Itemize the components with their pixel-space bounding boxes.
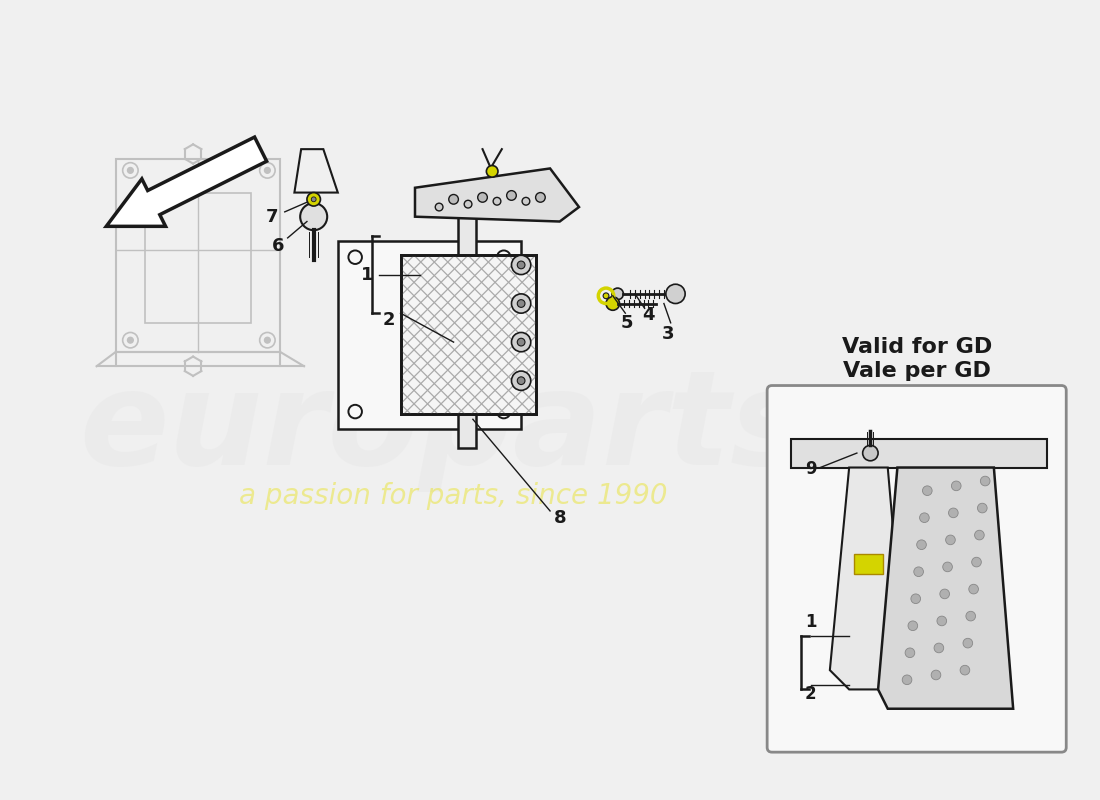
Circle shape (512, 333, 531, 352)
Circle shape (493, 198, 500, 205)
Circle shape (477, 193, 487, 202)
FancyArrow shape (107, 137, 266, 226)
Text: 7: 7 (266, 208, 278, 226)
Circle shape (939, 589, 949, 598)
Circle shape (971, 558, 981, 567)
Circle shape (966, 611, 976, 621)
Text: Valid for GD: Valid for GD (842, 337, 992, 357)
Circle shape (486, 166, 498, 177)
Circle shape (307, 193, 320, 206)
Text: 1: 1 (361, 266, 373, 283)
Circle shape (908, 621, 917, 630)
Polygon shape (829, 467, 907, 690)
Circle shape (666, 284, 685, 303)
Circle shape (902, 675, 912, 685)
Circle shape (128, 338, 133, 343)
Text: 2: 2 (383, 311, 395, 329)
Circle shape (517, 377, 525, 385)
Text: Vale per GD: Vale per GD (843, 361, 991, 381)
Circle shape (923, 486, 932, 495)
Circle shape (937, 616, 947, 626)
Circle shape (932, 670, 940, 680)
Text: 4: 4 (642, 306, 654, 324)
Circle shape (916, 540, 926, 550)
Circle shape (264, 338, 271, 343)
Circle shape (980, 476, 990, 486)
Circle shape (517, 300, 525, 307)
Polygon shape (415, 169, 579, 222)
Circle shape (948, 508, 958, 518)
Circle shape (952, 481, 961, 490)
Circle shape (606, 297, 619, 310)
Polygon shape (338, 241, 521, 429)
Circle shape (612, 288, 624, 300)
Circle shape (975, 530, 984, 540)
Text: 1: 1 (805, 613, 816, 630)
Polygon shape (791, 438, 1047, 467)
Circle shape (517, 338, 525, 346)
Circle shape (128, 167, 133, 174)
Circle shape (934, 643, 944, 653)
Polygon shape (878, 467, 1013, 709)
Circle shape (517, 261, 525, 269)
Circle shape (311, 197, 316, 202)
Circle shape (969, 584, 978, 594)
Circle shape (914, 567, 923, 577)
Circle shape (603, 293, 609, 298)
Text: 5: 5 (621, 314, 634, 332)
Circle shape (536, 193, 546, 202)
Circle shape (943, 562, 953, 572)
Circle shape (264, 167, 271, 174)
Bar (459, 207, 476, 448)
Text: 3: 3 (661, 326, 674, 343)
Circle shape (522, 198, 530, 205)
Circle shape (905, 648, 915, 658)
Circle shape (960, 666, 970, 675)
Circle shape (449, 194, 459, 204)
Circle shape (862, 446, 878, 461)
Circle shape (978, 503, 987, 513)
Circle shape (946, 535, 955, 545)
FancyBboxPatch shape (767, 386, 1066, 752)
Text: 6: 6 (272, 237, 284, 254)
Circle shape (962, 638, 972, 648)
Circle shape (920, 513, 929, 522)
Circle shape (464, 200, 472, 208)
Text: europarts: europarts (79, 366, 808, 493)
Text: a passion for parts, since 1990: a passion for parts, since 1990 (240, 482, 668, 510)
Circle shape (911, 594, 921, 603)
Bar (400, 255, 536, 414)
Circle shape (300, 203, 327, 230)
Circle shape (507, 190, 516, 200)
Circle shape (512, 255, 531, 274)
Text: 2: 2 (805, 685, 816, 703)
Polygon shape (400, 255, 536, 414)
Text: 9: 9 (805, 460, 816, 478)
Circle shape (512, 371, 531, 390)
Circle shape (512, 294, 531, 313)
Polygon shape (854, 554, 883, 574)
Text: 8: 8 (553, 509, 566, 526)
Circle shape (436, 203, 443, 211)
